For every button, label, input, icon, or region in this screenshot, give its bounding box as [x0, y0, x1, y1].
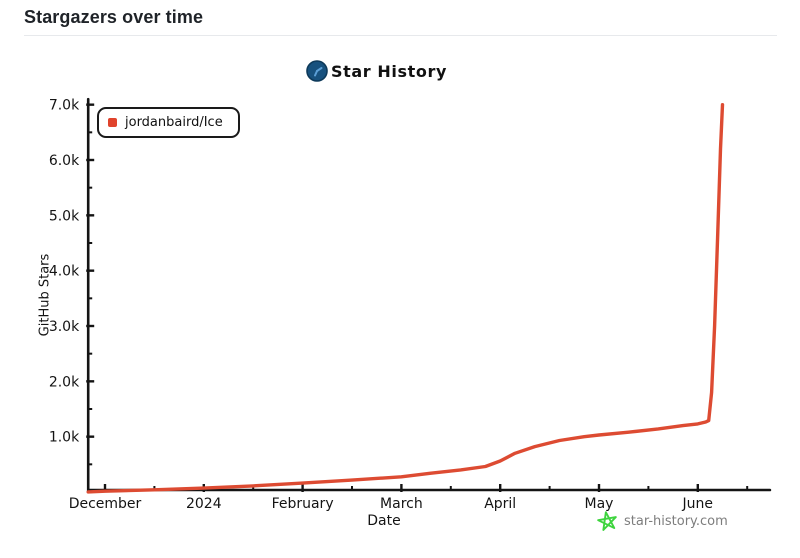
chart-canvas: 1.0k 2.0k 3.0k 4.0k 5.0k 6.0k 7.0k December 2024… — [49, 97, 772, 512]
watermark-link[interactable]: star-history.com — [597, 511, 728, 532]
legend-marker — [108, 118, 117, 127]
x-tick-label: 2024 — [186, 496, 222, 512]
x-tick-label: December — [69, 496, 142, 512]
y-tick-label: 3.0k — [49, 319, 80, 335]
axes — [86, 97, 772, 492]
y-tick-label: 1.0k — [49, 430, 80, 446]
x-tick-label: June — [682, 496, 714, 512]
page-title: Stargazers over time — [24, 7, 204, 27]
y-axis-label: GitHub Stars — [37, 253, 53, 337]
x-axis-label: Date — [367, 513, 401, 529]
y-tick-label: 6.0k — [49, 153, 80, 169]
legend-item-jordanbaird-ice[interactable]: jordanbaird/Ice — [97, 107, 240, 138]
y-tick-label: 4.0k — [49, 264, 80, 280]
series-line — [86, 102, 725, 494]
star-outline-icon — [597, 511, 618, 532]
pentagram-path — [597, 511, 617, 531]
star-history-chart: 1.0k 2.0k 3.0k 4.0k 5.0k 6.0k 7.0k December 2024… — [0, 40, 800, 558]
header-divider — [24, 35, 777, 36]
x-tick-label: February — [272, 496, 334, 512]
legend-label: jordanbaird/Ice — [125, 115, 223, 130]
y-tick-label: 2.0k — [49, 374, 80, 390]
chart-title-text: Star History — [331, 61, 447, 81]
x-tick-label: May — [585, 496, 614, 512]
chart-title: Star History — [306, 60, 447, 82]
star-history-logo-icon — [306, 60, 328, 82]
y-tick-label: 5.0k — [49, 208, 80, 224]
watermark-text: star-history.com — [624, 514, 728, 529]
x-tick-label: March — [380, 496, 423, 512]
x-tick-label: April — [484, 496, 516, 512]
y-tick-label: 7.0k — [49, 98, 80, 114]
